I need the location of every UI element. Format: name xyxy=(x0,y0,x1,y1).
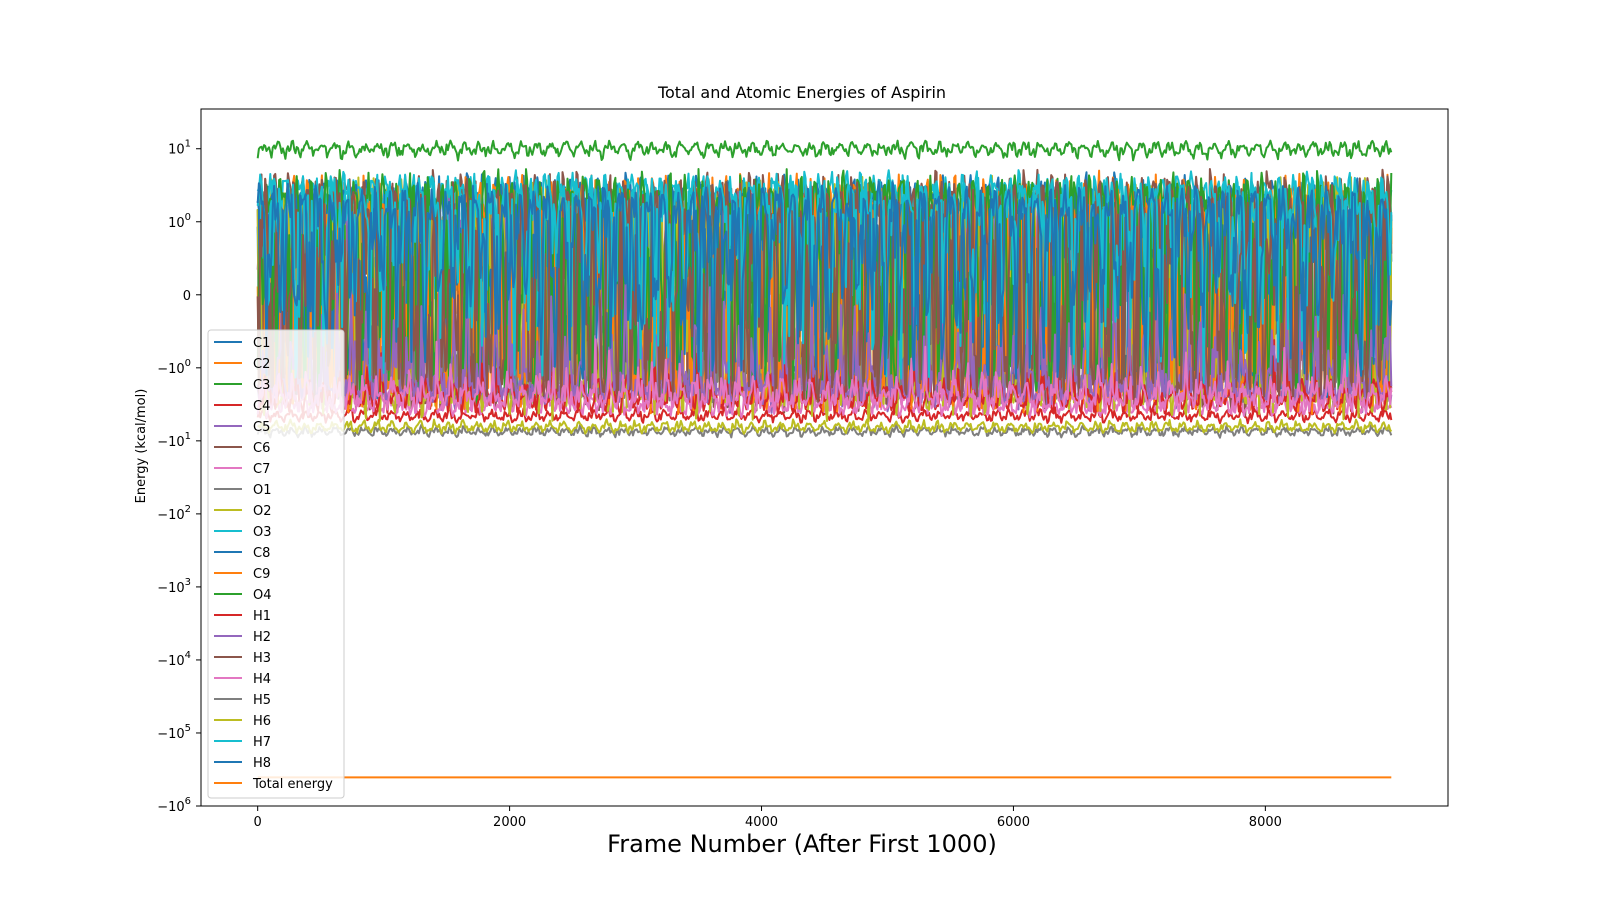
y-tick-label: 0 xyxy=(183,289,191,304)
legend-label: H3 xyxy=(253,651,271,666)
legend-label: H5 xyxy=(253,693,271,708)
x-tick-label: 4000 xyxy=(745,815,778,830)
legend-label: O2 xyxy=(253,504,272,519)
y-tick-label: −105 xyxy=(157,723,191,742)
y-tick-label: −101 xyxy=(157,431,191,450)
legend-label: H7 xyxy=(253,735,271,750)
legend-label: C1 xyxy=(253,336,270,351)
legend-label: H4 xyxy=(253,672,271,687)
y-tick-label: −103 xyxy=(157,577,191,596)
series-line-c3 xyxy=(256,139,1393,162)
legend-label: C4 xyxy=(253,399,270,414)
legend: C1 C2 C3 C4 C5 C6 C7 O1 O2 O3 C8 C9 O4 H1 H2 H3 H4 H5 H6 H7… xyxy=(207,329,345,799)
y-tick-label: −102 xyxy=(157,504,191,523)
chart-title: Total and Atomic Energies of Aspirin xyxy=(657,83,946,102)
legend-label: C5 xyxy=(253,420,270,435)
y-tick-label: −106 xyxy=(157,796,191,815)
x-tick-label: 8000 xyxy=(1249,815,1282,830)
legend-label: H2 xyxy=(253,630,271,645)
legend-label: O1 xyxy=(253,483,272,498)
y-tick-label: 100 xyxy=(168,212,191,231)
legend-label: C7 xyxy=(253,462,270,477)
y-tick-label: 101 xyxy=(168,139,191,158)
legend-label: C6 xyxy=(253,441,270,456)
legend-label: C9 xyxy=(253,567,270,582)
x-tick-label: 2000 xyxy=(493,815,526,830)
legend-label: C8 xyxy=(253,546,270,561)
series-layer xyxy=(256,139,1393,779)
plot-frame xyxy=(200,108,1449,807)
series-line-h6 xyxy=(257,418,1393,435)
series-line-h8 xyxy=(256,180,1393,381)
legend-label: Total energy xyxy=(252,777,333,792)
legend-label: H1 xyxy=(253,609,271,624)
legend-label: O4 xyxy=(253,588,272,603)
legend-label: C2 xyxy=(253,357,270,372)
y-tick-label: −100 xyxy=(157,358,191,377)
y-axis-label: Energy (kcal/mol) xyxy=(134,389,149,504)
legend-box xyxy=(207,329,345,799)
series-line-h4 xyxy=(256,335,1393,416)
x-tick-label: 0 xyxy=(254,815,262,830)
legend-label: C3 xyxy=(253,378,270,393)
legend-label: O3 xyxy=(253,525,272,540)
series-line-c4 xyxy=(256,405,1393,425)
x-tick-label: 6000 xyxy=(997,815,1030,830)
legend-label: H8 xyxy=(253,756,271,771)
y-tick-label: −104 xyxy=(157,650,191,669)
legend-label: H6 xyxy=(253,714,271,729)
axes-layer: 0 2000 4000 6000 8000 101 100 0 −100 −101 −102 −103… xyxy=(157,108,1449,830)
x-axis-label: Frame Number (After First 1000) xyxy=(607,830,997,858)
